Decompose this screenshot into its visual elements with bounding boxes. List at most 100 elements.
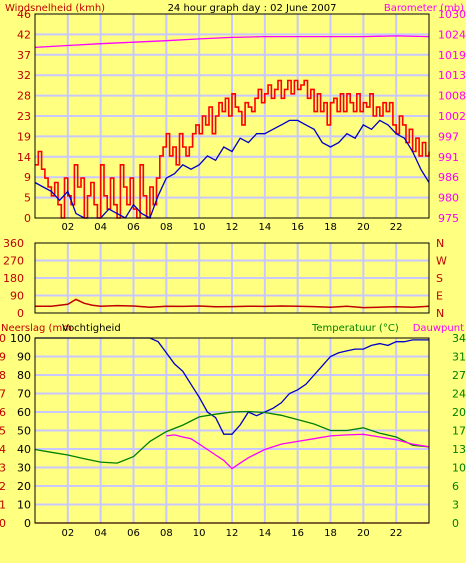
barometer-axis-title: Barometer (mb)	[384, 3, 464, 14]
rain-y-tick: 8	[0, 369, 6, 382]
barometer-line	[34, 35, 430, 49]
barometer-y-tick: 997	[438, 130, 459, 143]
wind-y-tick: 5	[24, 192, 31, 205]
wind-y-tick: 42	[17, 28, 31, 41]
direction-y-tick: 360	[3, 237, 24, 250]
temperature-y-tick: 34	[452, 332, 466, 345]
temperature-y-tick: 27	[452, 369, 466, 382]
humidity-y-tick: 70	[17, 388, 31, 401]
wind-y-tick: 28	[17, 90, 31, 103]
wind-direction-line	[35, 298, 430, 309]
rain-y-tick: 5	[0, 425, 6, 438]
barometer-y-tick: 991	[438, 151, 459, 164]
wind-x-tick: 08	[160, 222, 173, 233]
barometer-y-tick: 1019	[438, 49, 466, 62]
climate-x-tick: 14	[258, 528, 271, 539]
temperature-y-tick: 0	[452, 517, 459, 530]
wind-y-tick: 19	[17, 130, 31, 143]
rain-y-tick: 2	[0, 480, 6, 493]
humidity-y-tick: 10	[17, 499, 31, 512]
humidity-y-tick: 100	[10, 332, 31, 345]
wind-y-tick: 0	[24, 212, 31, 225]
climate-x-tick: 16	[291, 528, 304, 539]
climate-x-tick: 18	[324, 528, 337, 539]
climate-frame	[34, 337, 430, 524]
rain-y-tick: 6	[0, 406, 6, 419]
climate-x-tick: 20	[357, 528, 370, 539]
compass-y-tick: N	[436, 307, 444, 320]
climate-x-tick: 22	[390, 528, 403, 539]
temperature-y-tick: 20	[452, 406, 466, 419]
barometer-y-tick: 980	[438, 192, 459, 205]
wind-x-tick: 12	[226, 222, 239, 233]
direction-y-tick: 90	[10, 290, 24, 303]
humidity-y-tick: 50	[17, 425, 31, 438]
climate-x-tick: 10	[193, 528, 206, 539]
humidity-y-tick: 20	[17, 480, 31, 493]
climate-x-tick: 04	[94, 528, 107, 539]
temperature-axis-title: Temperatuur (°C)	[311, 323, 399, 334]
wind-barometer-panel: 0591419232832374246975980986991997100210…	[17, 8, 466, 233]
wind-x-tick: 14	[258, 222, 271, 233]
temperature-line	[34, 410, 430, 464]
humidity-temperature-panel: 1098765432101009080706050403020100343127…	[0, 332, 466, 539]
climate-x-tick: 06	[127, 528, 140, 539]
rain-y-tick: 7	[0, 388, 6, 401]
barometer-y-tick: 1008	[438, 90, 466, 103]
rain-y-tick: 4	[0, 443, 6, 456]
temperature-y-tick: 24	[452, 388, 466, 401]
climate-x-tick: 08	[160, 528, 173, 539]
rain-y-tick: 0	[0, 517, 6, 530]
barometer-y-tick: 1002	[438, 110, 466, 123]
wind-frame	[34, 13, 430, 219]
climate-x-tick: 12	[226, 528, 239, 539]
wind-y-tick: 46	[17, 8, 31, 21]
wind-y-tick: 23	[17, 110, 31, 123]
humidity-y-tick: 90	[17, 351, 31, 364]
dewpoint-line	[166, 433, 430, 470]
humidity-y-tick: 80	[17, 369, 31, 382]
dewpoint-axis-title: Dauwpunt	[413, 323, 464, 334]
direction-y-tick: 270	[3, 255, 24, 268]
wind-x-tick: 22	[390, 222, 403, 233]
wind-x-tick: 04	[94, 222, 107, 233]
climate-x-tick: 02	[61, 528, 74, 539]
rain-y-tick: 9	[0, 351, 6, 364]
wind-x-tick: 02	[61, 222, 74, 233]
temperature-y-tick: 10	[452, 462, 466, 475]
wind-y-tick: 37	[17, 49, 31, 62]
rain-y-tick: 10	[0, 332, 6, 345]
wind-y-tick: 32	[17, 69, 31, 82]
wind-x-tick: 10	[193, 222, 206, 233]
wind-x-tick: 18	[324, 222, 337, 233]
wind-y-tick: 14	[17, 151, 31, 164]
compass-y-tick: N	[436, 237, 444, 250]
wind-gust-line	[35, 79, 430, 219]
humidity-y-tick: 40	[17, 443, 31, 456]
humidity-y-tick: 30	[17, 462, 31, 475]
temperature-y-tick: 6	[452, 480, 459, 493]
barometer-y-tick: 1013	[438, 69, 466, 82]
compass-y-tick: E	[436, 290, 443, 303]
direction-y-tick: 0	[17, 307, 24, 320]
temperature-y-tick: 17	[452, 425, 466, 438]
temperature-y-tick: 3	[452, 499, 459, 512]
temperature-y-tick: 13	[452, 443, 466, 456]
barometer-y-tick: 975	[438, 212, 459, 225]
wind-axis-title: Windsnelheid (kmh)	[5, 3, 105, 14]
wind-y-tick: 9	[24, 171, 31, 184]
chart-title: 24 hour graph day : 02 June 2007	[168, 3, 337, 14]
wind-x-tick: 06	[127, 222, 140, 233]
humidity-axis-title: Vochtigheid	[62, 323, 121, 334]
temperature-y-tick: 31	[452, 351, 466, 364]
direction-frame	[34, 242, 430, 314]
compass-y-tick: W	[436, 255, 447, 268]
rain-y-tick: 3	[0, 462, 6, 475]
barometer-y-tick: 1024	[438, 28, 466, 41]
compass-y-tick: S	[436, 272, 443, 285]
wind-x-tick: 16	[291, 222, 304, 233]
barometer-y-tick: 1030	[438, 8, 466, 21]
wind-x-tick: 20	[357, 222, 370, 233]
humidity-y-tick: 0	[24, 517, 31, 530]
